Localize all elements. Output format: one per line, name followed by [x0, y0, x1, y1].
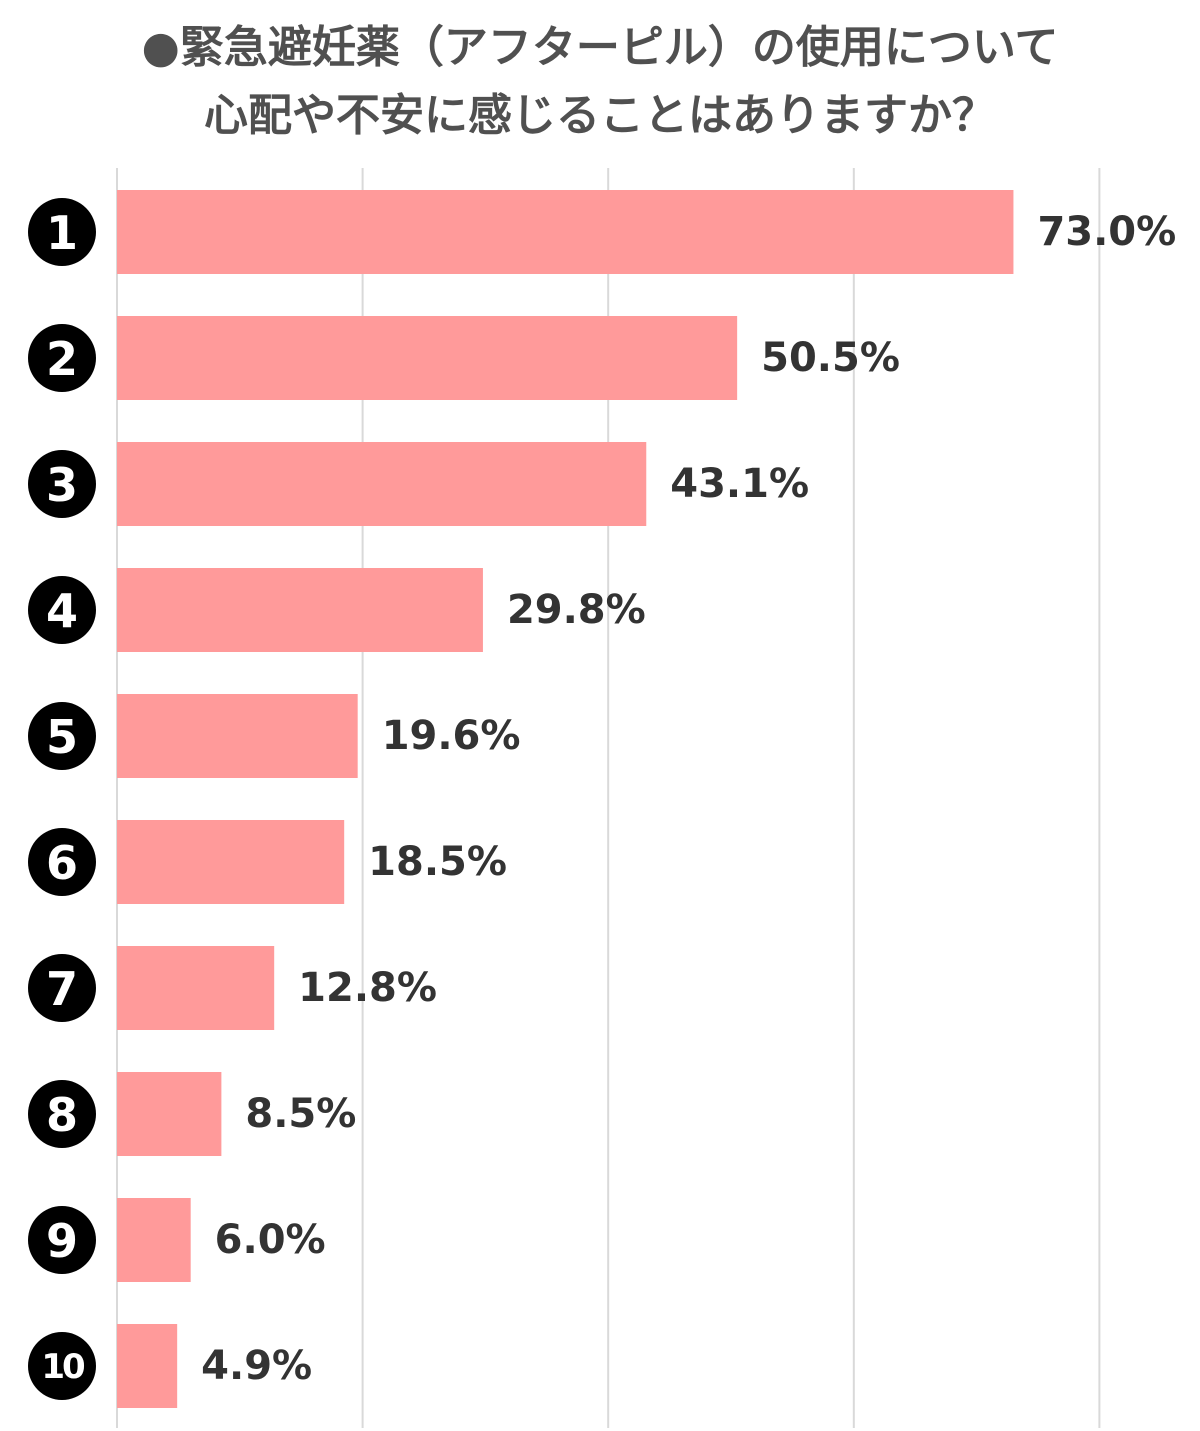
bar-9 — [117, 1198, 191, 1282]
chart-title-line-1: ●緊急避妊薬（アフターピル）の使用について — [141, 22, 1059, 73]
bar-7 — [117, 946, 275, 1030]
rank-circle — [28, 450, 96, 518]
rank-number: 4 — [46, 584, 78, 638]
bar-3 — [117, 442, 647, 526]
rank-number: 8 — [46, 1088, 78, 1142]
value-label-7: 12.8% — [298, 965, 437, 1011]
value-label-6: 18.5% — [368, 839, 507, 885]
rank-marker-5: 5 — [28, 702, 96, 770]
rank-marker-8: 8 — [28, 1080, 96, 1148]
rank-markers: 1 2 3 4 5 6 7 8 9 10 — [28, 198, 96, 1400]
rank-marker-4: 4 — [28, 576, 96, 644]
value-label-8: 8.5% — [245, 1091, 356, 1137]
rank-marker-10: 10 — [28, 1332, 96, 1400]
bar-5 — [117, 694, 358, 778]
value-label-3: 43.1% — [670, 461, 809, 507]
rank-circle — [28, 1080, 96, 1148]
rank-circle — [28, 954, 96, 1022]
rank-marker-9: 9 — [28, 1206, 96, 1274]
rank-number: 9 — [46, 1214, 78, 1268]
rank-circle — [28, 702, 96, 770]
rank-circle — [28, 1332, 96, 1400]
rank-circle — [28, 576, 96, 644]
rank-number: 10 — [41, 1347, 85, 1387]
rank-circle — [28, 198, 96, 266]
value-label-10: 4.9% — [201, 1343, 312, 1389]
rank-circle — [28, 828, 96, 896]
bar-2 — [117, 316, 738, 400]
bars — [117, 190, 1014, 1408]
rank-marker-7: 7 — [28, 954, 96, 1022]
value-label-4: 29.8% — [507, 587, 646, 633]
rank-number: 2 — [46, 332, 78, 386]
rank-marker-2: 2 — [28, 324, 96, 392]
bar-4 — [117, 568, 483, 652]
rank-number: 3 — [46, 458, 78, 512]
rank-number: 7 — [46, 962, 78, 1016]
rank-circle — [28, 1206, 96, 1274]
value-label-2: 50.5% — [761, 335, 900, 381]
value-label-1: 73.0% — [1037, 209, 1176, 255]
value-label-9: 6.0% — [215, 1217, 326, 1263]
bar-1 — [117, 190, 1014, 274]
chart-title: ●緊急避妊薬（アフターピル）の使用について 心配や不安に感じることはありますか？ — [0, 14, 1200, 150]
bar-8 — [117, 1072, 222, 1156]
rank-number: 5 — [46, 710, 78, 764]
rank-number: 1 — [46, 206, 78, 260]
bar-6 — [117, 820, 345, 904]
chart-title-line-2: 心配や不安に感じることはありますか？ — [204, 90, 996, 141]
rank-marker-3: 3 — [28, 450, 96, 518]
rank-number: 6 — [46, 836, 78, 890]
rank-marker-1: 1 — [28, 198, 96, 266]
value-labels: 73.0% 50.5% 43.1% 29.8% 19.6% 18.5% 12.8% 8.5% 6… — [201, 209, 1176, 1389]
bar-10 — [117, 1324, 178, 1408]
rank-circle — [28, 324, 96, 392]
value-label-5: 19.6% — [382, 713, 521, 759]
rank-marker-6: 6 — [28, 828, 96, 896]
